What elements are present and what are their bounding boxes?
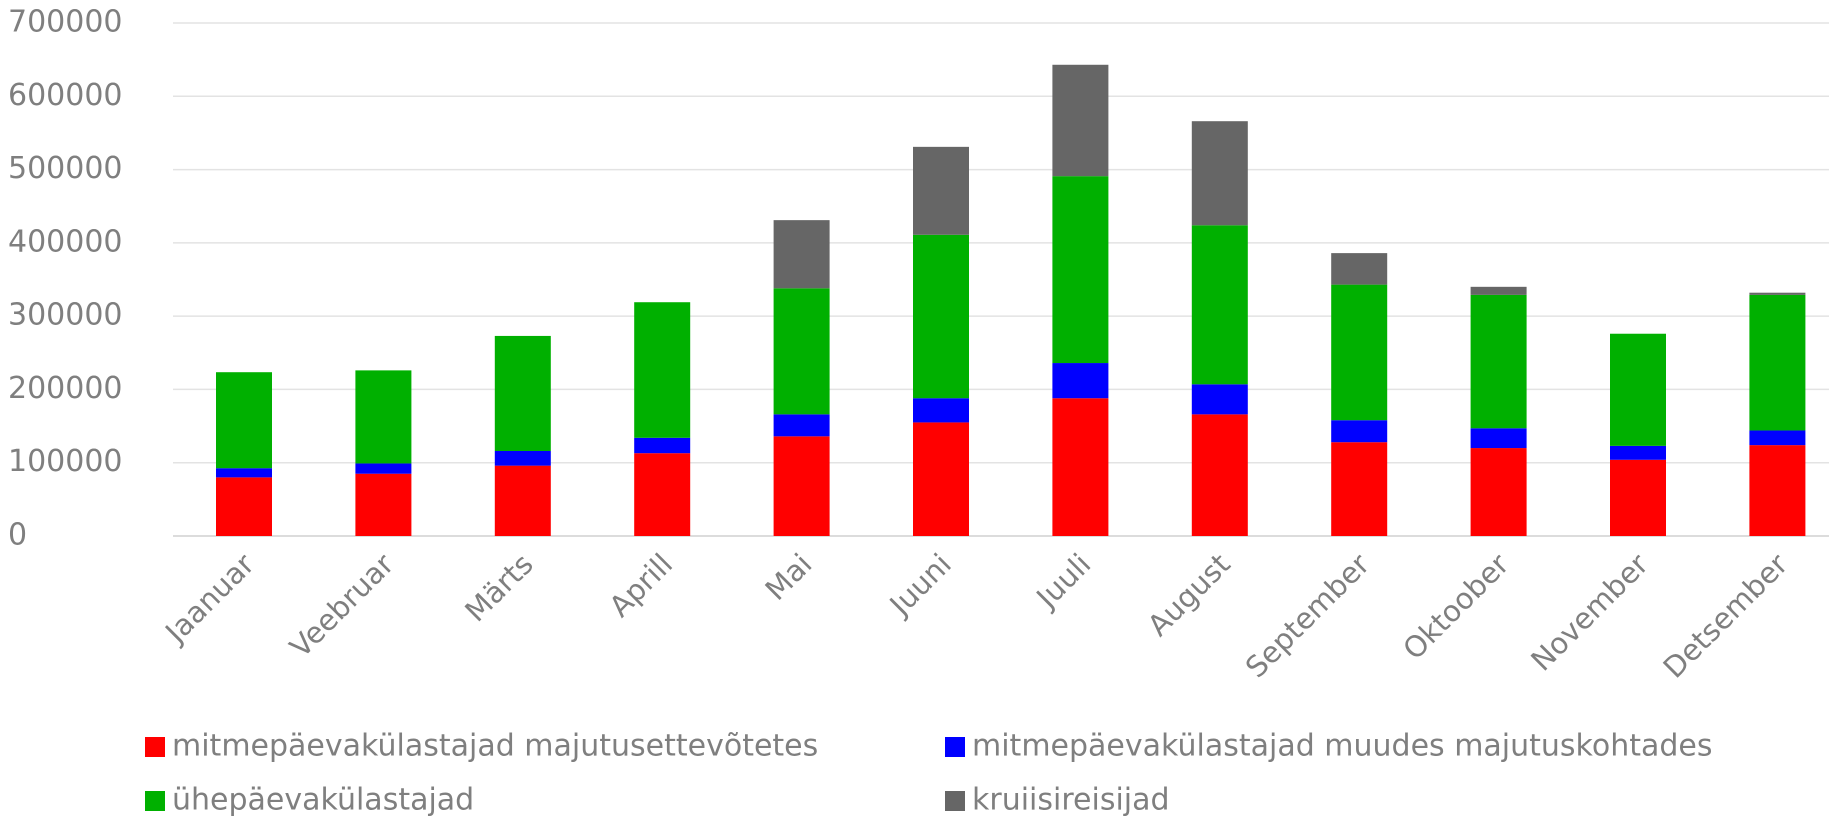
bar-segment <box>1470 428 1527 449</box>
bar-segment <box>634 302 691 438</box>
bar-segment <box>1191 121 1248 226</box>
bar-segment <box>913 398 969 423</box>
x-tick-label: Juuni <box>882 547 958 623</box>
bar-segment <box>355 463 412 474</box>
bar-segment <box>1191 225 1248 385</box>
legend-label: kruiisireisijad <box>972 783 1170 818</box>
bar-segment <box>634 453 691 536</box>
x-tick-label: August <box>1141 547 1237 643</box>
bar-segment <box>773 288 830 415</box>
x-tick-label: Märts <box>458 547 539 628</box>
y-tick-label: 300000 <box>8 298 123 333</box>
bar-segment <box>1610 333 1666 446</box>
bar-segment <box>1331 420 1388 443</box>
bar-segment <box>1470 294 1527 429</box>
bar-segment <box>355 370 412 464</box>
bar-segment <box>1470 448 1527 536</box>
bar-segment <box>216 372 272 469</box>
bar-segment <box>634 437 691 454</box>
bar-segment <box>913 422 969 536</box>
x-tick-label: Oktoober <box>1396 547 1515 666</box>
bar-segment <box>216 477 272 536</box>
y-tick-label: 700000 <box>8 5 123 40</box>
x-tick-label: Juuli <box>1028 547 1097 616</box>
y-tick-label: 0 <box>8 518 27 553</box>
bar-segment <box>1749 445 1806 536</box>
bar-segment <box>1749 294 1806 431</box>
bar-segment <box>1610 445 1666 460</box>
bar-segment <box>1331 253 1388 285</box>
bar-segment <box>1749 430 1806 446</box>
bar-segment <box>1052 64 1109 177</box>
legend-label: mitmepäevakülastajad majutusettevõtetes <box>172 729 818 764</box>
bar-segment <box>1191 414 1248 536</box>
y-tick-label: 100000 <box>8 444 123 479</box>
bar-segment <box>1052 363 1109 399</box>
x-tick-label: September <box>1239 547 1376 684</box>
bar-segment <box>1470 286 1527 295</box>
bar-segment <box>494 465 551 536</box>
y-tick-label: 600000 <box>8 78 123 113</box>
legend-swatch <box>945 791 965 811</box>
y-tick-label: 400000 <box>8 224 123 259</box>
x-tick-label: Detsember <box>1657 547 1795 685</box>
bar-segment <box>773 220 830 289</box>
bar-segment <box>355 473 412 536</box>
bar-segment <box>1191 384 1248 415</box>
bar-segment <box>773 436 830 536</box>
bar-segment <box>773 414 830 437</box>
legend-label: ühepäevakülastajad <box>172 783 474 818</box>
x-tick-label: Mai <box>759 547 819 607</box>
bar-segment <box>913 146 969 235</box>
legend-swatch <box>945 737 965 757</box>
x-tick-label: November <box>1524 547 1655 678</box>
bar-segment <box>1052 176 1109 364</box>
legend-label: mitmepäevakülastajad muudes majutuskohta… <box>972 729 1713 764</box>
y-tick-label: 200000 <box>8 371 123 406</box>
bar-segment <box>1749 292 1806 295</box>
bar-segment <box>494 450 551 466</box>
bar-segment <box>216 468 272 478</box>
x-tick-label: Veebruar <box>283 547 400 664</box>
bar-segment <box>1052 398 1109 536</box>
y-tick-label: 500000 <box>8 151 123 186</box>
x-tick-label: Jaanuar <box>157 547 261 651</box>
x-tick-label: Aprill <box>603 547 680 624</box>
bar-segment <box>1331 442 1388 536</box>
bar-segment <box>913 234 969 399</box>
bar-segment <box>494 335 551 451</box>
bar-segment <box>1331 284 1388 421</box>
legend-swatch <box>145 791 165 811</box>
legend-swatch <box>145 737 165 757</box>
bar-segment <box>1610 459 1666 536</box>
